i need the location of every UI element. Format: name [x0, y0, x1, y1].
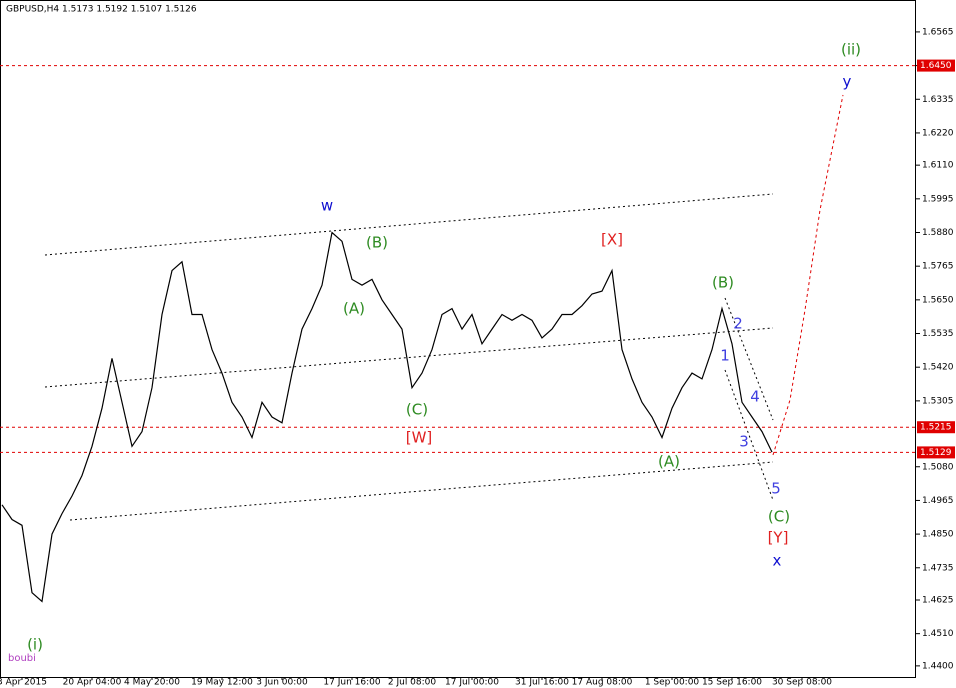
y-tick-label: 1.4850	[922, 530, 954, 540]
level-label: 1.6450	[920, 61, 952, 71]
level-label: 1.5215	[920, 423, 952, 433]
wedge-line	[724, 369, 774, 501]
x-tick-label: 4 May 20:00	[124, 678, 180, 688]
x-tick-label: 17 Jul 00:00	[445, 678, 499, 688]
y-tick-label: 1.6110	[922, 161, 954, 171]
x-tick-label: 3 Jun 00:00	[256, 678, 308, 688]
y-tick-label: 1.5880	[922, 228, 954, 238]
x-tick-label: 2 Jul 08:00	[388, 678, 437, 688]
x-tick-label: 3 Apr 2015	[0, 678, 47, 688]
wave-label: 1	[720, 347, 730, 365]
x-tick-label: 19 May 12:00	[191, 678, 253, 688]
wave-label: (ii)	[841, 41, 861, 59]
y-tick-label: 1.4400	[922, 661, 954, 671]
y-tick-label: 1.6565	[922, 27, 954, 37]
x-tick-label: 31 Jul 16:00	[515, 678, 569, 688]
channel-lines	[44, 193, 774, 521]
y-tick-label: 1.4510	[922, 629, 954, 639]
wave-label: [Y]	[768, 529, 789, 547]
x-tick-label: 17 Jun 16:00	[323, 678, 380, 688]
wave-label: (A)	[343, 300, 365, 318]
wave-label: 4	[750, 388, 760, 406]
y-tick-label: 1.5535	[922, 329, 954, 339]
chart-title: GBPUSD,H4 1.5173 1.5192 1.5107 1.5126	[6, 5, 197, 15]
price-line	[1, 231, 773, 603]
x-tick-label: 20 Apr 04:00	[63, 678, 122, 688]
y-tick-label: 1.4735	[922, 563, 954, 573]
y-tick-label: 1.5995	[922, 194, 954, 204]
wave-label: y	[843, 73, 852, 91]
wave-label: (C)	[406, 401, 428, 419]
level-label-box	[917, 59, 955, 72]
y-tick-label: 1.5080	[922, 462, 954, 472]
y-tick-label: 1.5765	[922, 262, 954, 272]
level-label: 1.5129	[920, 448, 952, 458]
wave-label: w	[321, 197, 333, 215]
wave-label: (B)	[366, 234, 388, 252]
wave-label: [X]	[601, 231, 623, 249]
y-tick-label: 1.4625	[922, 595, 954, 605]
wave-label: (C)	[768, 508, 790, 526]
y-tick-label: 1.5420	[922, 363, 954, 373]
plot-frame	[0, 0, 916, 678]
wave-label: (A)	[658, 453, 680, 471]
wave-label: (i)	[27, 636, 43, 654]
level-label-box	[917, 446, 955, 459]
level-label-box	[917, 421, 955, 434]
wave-label: 5	[771, 480, 781, 498]
x-tick-label: 30 Sep 08:00	[772, 678, 832, 688]
y-tick-label: 1.4965	[922, 496, 954, 506]
channel-line	[44, 193, 774, 256]
wave-label: (B)	[712, 274, 734, 292]
watermark: boubi	[8, 653, 36, 664]
wave-label: x	[773, 552, 782, 570]
y-tick-label: 1.6335	[922, 95, 954, 105]
x-tick-label: 1 Sep 00:00	[645, 678, 700, 688]
forecast-line	[772, 94, 844, 456]
x-tick-label: 17 Aug 08:00	[572, 678, 633, 688]
x-tick-label: 15 Sep 16:00	[702, 678, 762, 688]
wedge-line	[724, 297, 774, 421]
wave-label: [W]	[406, 429, 433, 447]
wave-label: 2	[733, 315, 743, 333]
y-tick-label: 1.6220	[922, 128, 954, 138]
y-tick-label: 1.5650	[922, 295, 954, 305]
wave-label: 3	[739, 433, 749, 451]
channel-line	[44, 327, 774, 388]
y-tick-label: 1.5305	[922, 396, 954, 406]
